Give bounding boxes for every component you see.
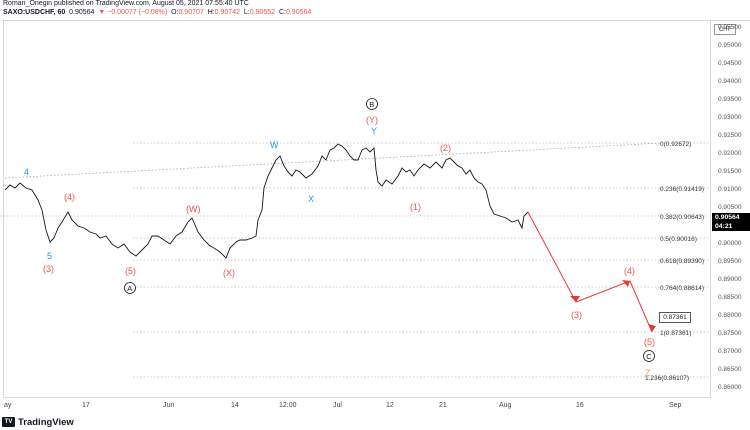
time-tick: Jun [163,402,175,409]
wave-label-circ-c: C [646,352,652,361]
time-tick: 17 [82,402,90,409]
price-tick: 0.87500 [718,330,742,337]
wave-label-red-x: (X) [223,268,235,278]
price-tick: 0.94000 [718,78,742,85]
close-label: C: [278,8,286,16]
price-tick: 0.87000 [718,348,742,355]
wave-label-red-y: (Y) [366,115,378,125]
arrow-head [622,280,630,287]
open-label: O: [171,8,179,16]
price-tick: 0.86500 [718,366,742,373]
open-value: 0.90707 [178,8,204,16]
publisher-line: Roman_Onegin published on TradingView.co… [3,0,249,7]
time-tick: 14 [231,402,239,409]
low-value: 0.90552 [249,8,276,16]
price-tick: 0.86000 [718,384,742,391]
price-tick: 0.91000 [718,186,742,193]
low-label: L: [243,8,250,16]
price-tick: 0.94500 [718,60,742,67]
time-tick: ay [4,402,12,409]
currency-badge: CHF [714,24,736,35]
wave-label-5: 5 [47,251,52,261]
wave-label-red-4: (4) [64,192,75,202]
high-value: 0.90742 [214,8,240,16]
high-label: H: [207,8,215,16]
fib-label: 0.5(0.90016) [660,236,697,243]
time-tick: Aug [499,402,512,409]
time-tick: Sep [669,402,682,409]
price-tick: 0.88000 [718,312,742,319]
fib-label: 0(0.92672) [660,141,691,148]
wave-label-red-5: (5) [125,266,136,276]
price-series [4,143,529,259]
wave-label-x: X [308,194,314,204]
price-tick: 0.93000 [718,114,742,121]
last-value: 0.90564 [69,8,95,16]
tradingview-footer[interactable]: TV TradingView [2,415,74,429]
fib-label: 0.618(0.89390) [660,258,704,265]
arrow-head [648,324,656,332]
wave-label-y: Y [371,126,377,136]
price-tick: 0.88500 [718,294,742,301]
last-price-value: 0.90564 [715,214,740,221]
chart-pane[interactable] [3,20,711,398]
wave-label-red-1: (1) [410,202,421,212]
time-tick: 16 [576,402,584,409]
price-axis[interactable] [711,20,750,398]
chart-header: Roman_Onegin published on TradingView.co… [0,0,750,18]
price-tick: 0.92000 [718,150,742,157]
circle-b [366,98,378,110]
circle-c [643,350,655,362]
symbol-line: SAXO:USDCHF, 60 0.90564 ▼ −0.00077 (−0.0… [3,8,312,16]
circle-a [124,282,136,294]
wave-label-4: 4 [24,167,29,177]
wave-label-red-2: (2) [440,143,451,153]
time-tick: 12:00 [279,402,297,409]
bar-countdown: 04:21 [715,222,733,230]
wave-label-red-5b: (5) [644,337,655,347]
time-tick: 12 [386,402,394,409]
price-tick: 0.92500 [718,132,742,139]
price-tick: 0.89500 [718,258,742,265]
wave-label-red-3: (3) [43,264,54,274]
fib-label: 0.236(0.91419) [660,186,704,193]
last-price-badge: 0.90564 04:21 [712,213,750,231]
close-value: 0.90564 [285,8,312,16]
wave-label-red-3b: (3) [571,310,582,320]
time-tick: Jul [333,402,342,409]
tradingview-logo-icon: TV [2,417,15,427]
price-tick: 0.95500 [718,24,742,31]
wave-label-red-4b: (4) [624,266,635,276]
fib-label: 0.382(0.90643) [660,214,704,221]
circled-labels: A B C [124,98,655,362]
brand-name: TradingView [18,416,74,428]
change-value: −0.00077 (−0.08%) [107,8,168,16]
price-tick: 0.89000 [718,276,742,283]
wave-label-circ-a: A [127,284,132,293]
price-tick: 0.90500 [718,204,742,211]
trend-line [4,142,663,179]
wave-label-circ-b: B [369,100,374,109]
fib-label: 1.236(0.86107) [645,375,689,382]
price-tick: 0.93500 [718,96,742,103]
wave-label-w: W [270,140,279,150]
price-tick: 0.91500 [718,168,742,175]
arrow-head [570,296,580,302]
price-tooltip: 0.87361 [659,312,691,323]
price-tick: 0.90000 [718,240,742,247]
wave-label-red-w: (W) [186,204,201,214]
fib-label: 0.764(0.88614) [660,285,704,292]
wave-label-z: Z [645,368,651,378]
time-tick: 21 [439,402,447,409]
fib-lines [0,142,708,378]
fib-label: 1(0.87361) [660,330,691,337]
projection-path [527,211,653,333]
symbol-name[interactable]: SAXO:USDCHF, 60 [3,8,66,16]
price-tick: 0.95000 [718,42,742,49]
